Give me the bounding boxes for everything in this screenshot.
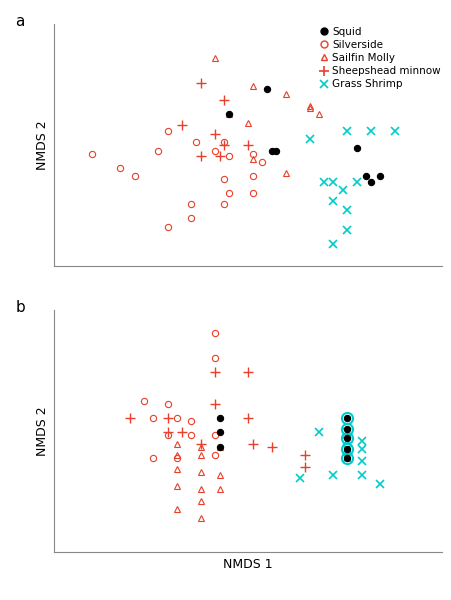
X-axis label: NMDS 1: NMDS 1: [223, 557, 273, 571]
Y-axis label: NMDS 2: NMDS 2: [36, 406, 49, 456]
Y-axis label: NMDS 2: NMDS 2: [36, 120, 49, 170]
Text: b: b: [15, 300, 25, 315]
Text: a: a: [15, 14, 25, 29]
Legend: Squid, Silverside, Sailfin Molly, Sheepshead minnow, Grass Shrimp: Squid, Silverside, Sailfin Molly, Sheeps…: [319, 27, 441, 89]
